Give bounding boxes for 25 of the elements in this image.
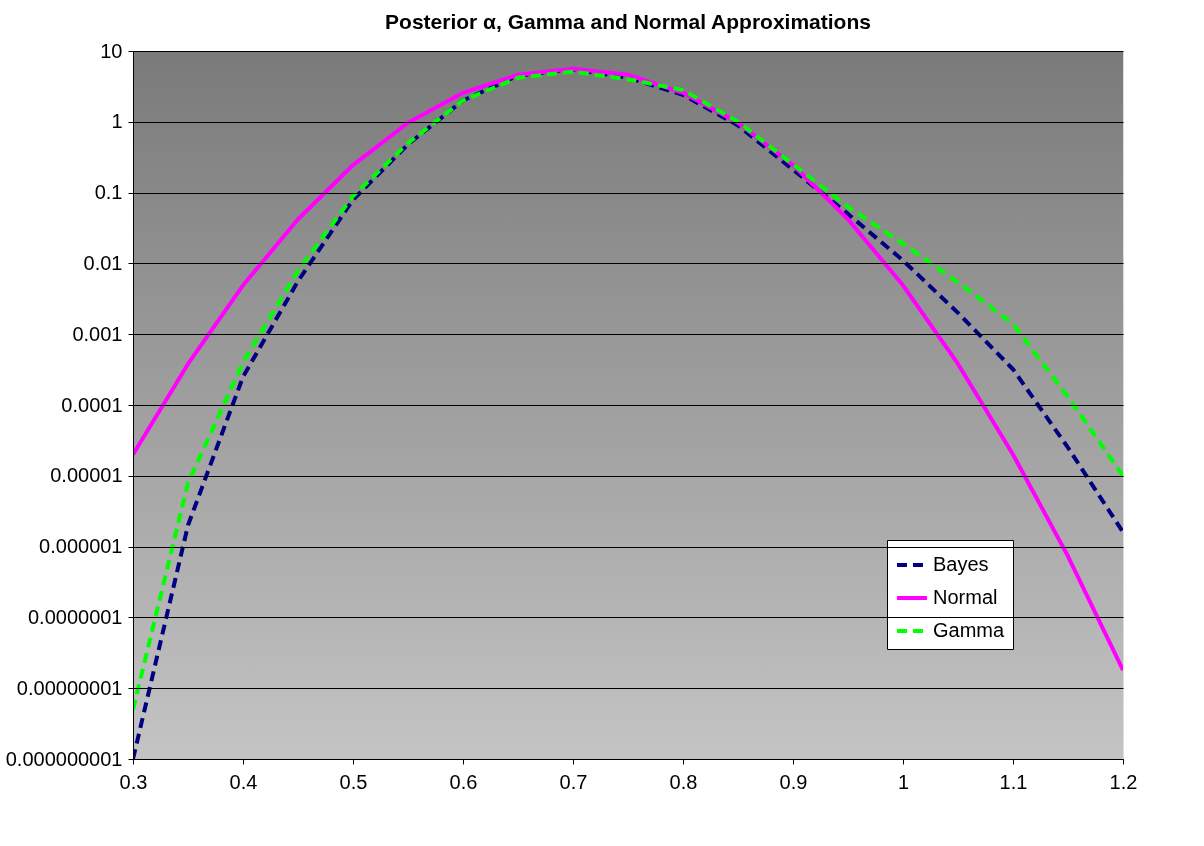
x-tick-label: 1.2 [1109, 770, 1138, 793]
y-tick-label: 1 [111, 110, 123, 133]
x-tick-label: 1.1 [999, 770, 1028, 793]
legend-label: Bayes [933, 553, 989, 575]
y-tick-label: 0.1 [94, 181, 123, 204]
x-tick-label: 1 [897, 770, 910, 793]
legend-label: Gamma [933, 619, 1005, 641]
x-tick-label: 0.5 [339, 770, 368, 793]
x-tick-label: 0.9 [779, 770, 808, 793]
y-tick-label: 0.0001 [61, 393, 123, 416]
legend-label: Normal [933, 586, 998, 608]
y-tick-label: 0.001 [72, 322, 123, 345]
y-tick-label: 0.000000001 [5, 747, 123, 770]
x-tick-label: 0.3 [119, 770, 148, 793]
y-tick-label: 0.000001 [39, 535, 123, 558]
y-tick-label: 0.01 [83, 251, 123, 274]
x-tick-label: 0.4 [229, 770, 258, 793]
y-tick-label: 0.0000001 [27, 605, 123, 628]
x-tick-label: 0.7 [559, 770, 588, 793]
chart-title: Posterior α, Gamma and Normal Approximations [385, 10, 871, 33]
x-tick-label: 0.6 [449, 770, 478, 793]
y-tick-label: 0.00001 [50, 464, 123, 487]
x-tick-label: 0.8 [669, 770, 698, 793]
y-tick-label: 10 [100, 39, 123, 62]
y-tick-label: 0.00000001 [16, 676, 123, 699]
